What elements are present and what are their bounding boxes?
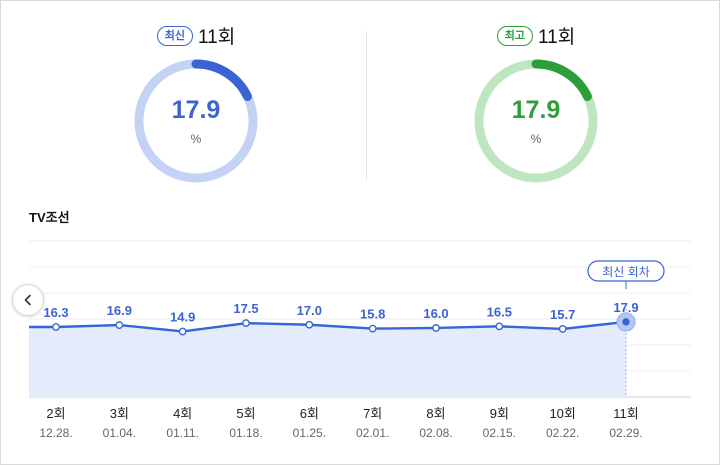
data-label: 16.9	[107, 303, 132, 318]
data-label: 17.9	[613, 300, 638, 315]
x-tick-episode: 5회	[236, 406, 255, 421]
data-label: 15.7	[550, 307, 575, 322]
latest-rating-value: 17.9	[171, 96, 221, 124]
latest-donut-arc	[134, 59, 258, 183]
latest-rating-unit: %	[190, 132, 202, 146]
x-tick-date: 01.25.	[293, 426, 326, 440]
data-label: 15.8	[360, 307, 385, 322]
best-badge: 최고	[496, 26, 534, 46]
x-tick-date: 12.28.	[39, 426, 72, 440]
x-tick-episode: 9회	[490, 406, 509, 421]
best-rating-header: 최고 11회	[406, 22, 666, 49]
chevron-left-icon	[24, 294, 31, 306]
x-tick-date: 02.22.	[546, 426, 579, 440]
x-tick-episode: 8회	[426, 406, 445, 421]
x-tick-episode: 4회	[173, 406, 192, 421]
data-point	[495, 322, 504, 331]
data-label: 16.5	[487, 304, 512, 319]
latest-episode: 11회	[198, 27, 236, 48]
rating-summary: 최신 11회 17.9 % 최고 11회 17.9	[1, 1, 719, 191]
data-label: 14.9	[170, 309, 195, 324]
data-point	[178, 327, 187, 336]
best-donut-arc	[474, 59, 598, 183]
data-point	[305, 320, 314, 329]
data-label: 16.0	[423, 306, 448, 321]
summary-divider	[366, 31, 367, 181]
latest-rating-header: 최신 11회	[66, 22, 326, 49]
data-point	[242, 319, 250, 328]
data-point	[52, 323, 60, 331]
x-tick-date: 01.18.	[229, 426, 262, 440]
best-rating-card: 최고 11회 17.9 %	[406, 1, 666, 191]
x-tick-episode: 3회	[110, 406, 129, 421]
channel-name: TV조선	[29, 210, 70, 225]
x-tick-date: 01.11.	[166, 426, 198, 440]
best-rating-value: 17.9	[511, 96, 561, 124]
x-tick-episode: 11회	[613, 406, 638, 421]
x-tick-episode: 7회	[363, 406, 382, 421]
x-tick-date: 02.29.	[609, 426, 642, 440]
data-point	[115, 321, 124, 329]
data-point	[622, 318, 630, 326]
x-tick-episode: 6회	[300, 406, 319, 421]
best-donut-chart: 17.9 %	[473, 58, 599, 184]
series-area	[29, 321, 626, 397]
data-label: 17.5	[233, 301, 258, 316]
data-label: 17.0	[297, 303, 322, 318]
data-point	[558, 325, 567, 333]
x-tick-date: 02.15.	[483, 426, 516, 440]
best-rating-unit: %	[530, 132, 542, 146]
data-point	[432, 324, 440, 332]
data-point	[368, 324, 377, 333]
x-tick-episode: 10회	[549, 406, 575, 421]
prev-button[interactable]	[12, 284, 44, 316]
latest-donut-chart: 17.9 %	[133, 58, 259, 184]
latest-episode-tag-label: 최신 회차	[602, 265, 650, 279]
x-tick-date: 02.08.	[419, 426, 452, 440]
best-episode: 11회	[538, 27, 576, 48]
x-tick-episode: 2회	[46, 406, 65, 421]
latest-badge: 최신	[156, 26, 194, 46]
latest-rating-card: 최신 11회 17.9 %	[66, 1, 326, 191]
data-label: 16.3	[43, 305, 68, 320]
x-tick-date: 02.01.	[356, 426, 389, 440]
x-tick-date: 01.04.	[103, 426, 136, 440]
